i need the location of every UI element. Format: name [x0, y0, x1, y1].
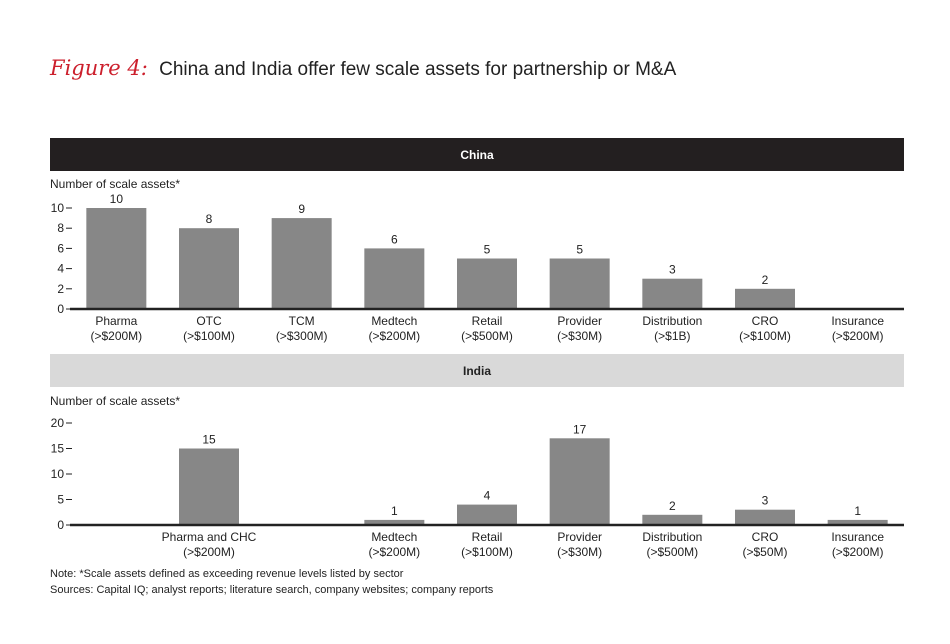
china-data-label-5: 5	[576, 243, 583, 257]
china-category-sublabel-1: (>$100M)	[183, 329, 235, 343]
china-bar-2	[271, 218, 332, 309]
china-bars	[86, 208, 795, 309]
china-bar-1	[179, 228, 239, 309]
china-panel: China Number of scale assets* 0 2 4 6 8 10 10…	[50, 138, 904, 343]
india-bar-1	[179, 448, 239, 525]
india-bars	[179, 438, 888, 525]
china-category-label-0: Pharma	[95, 314, 137, 328]
china-data-labels: 10 8 9 6 5 5 3 2	[110, 192, 769, 287]
footnote: Note: *Scale assets defined as exceeding…	[50, 568, 404, 580]
india-data-label-6: 2	[669, 499, 676, 513]
india-bar-5	[549, 438, 610, 525]
india-header-bar	[50, 354, 904, 387]
india-header-title: India	[463, 364, 491, 378]
china-category-label-3: Medtech	[371, 314, 417, 328]
india-bar-6	[642, 514, 703, 525]
china-category-label-5: Provider	[557, 314, 602, 328]
india-category-sublabel-7: (>$50M)	[742, 545, 787, 559]
india-panel: India Number of scale assets* 0 5 10 15 20 1…	[50, 354, 904, 559]
india-y-tick-4: 20	[51, 416, 65, 430]
china-data-label-2: 9	[298, 202, 305, 216]
india-bar-3	[364, 519, 425, 525]
china-y-tick-4: 8	[57, 221, 64, 235]
india-y-tick-0: 0	[57, 518, 64, 532]
china-category-sublabel-4: (>$500M)	[461, 329, 513, 343]
india-data-label-4: 4	[484, 489, 491, 503]
india-y-ticks: 0 5 10 15 20	[51, 416, 72, 532]
india-data-label-3: 1	[391, 504, 398, 518]
china-category-label-1: OTC	[196, 314, 222, 328]
india-category-sublabel-1: (>$200M)	[183, 545, 235, 559]
china-y-tick-2: 4	[57, 262, 64, 276]
china-category-sublabel-6: (>$1B)	[654, 329, 690, 343]
india-bar-7	[735, 509, 795, 525]
india-y-tick-1: 5	[57, 493, 64, 507]
india-category-label-6: Distribution	[642, 530, 702, 544]
china-y-tick-1: 2	[57, 282, 64, 296]
china-y-tick-5: 10	[51, 201, 65, 215]
china-category-sublabel-7: (>$100M)	[739, 329, 791, 343]
china-category-labels: Pharma(>$200M)OTC(>$100M)TCM(>$300M)Medt…	[90, 314, 884, 343]
china-category-label-6: Distribution	[642, 314, 702, 328]
india-data-label-5: 17	[573, 422, 587, 436]
china-data-label-4: 5	[484, 243, 491, 257]
india-category-sublabel-8: (>$200M)	[832, 545, 884, 559]
india-data-label-7: 3	[762, 494, 769, 508]
figure-label: Figure 4:	[50, 56, 148, 80]
china-y-tick-3: 6	[57, 241, 64, 255]
china-data-label-7: 2	[762, 273, 769, 287]
china-category-label-2: TCM	[289, 314, 315, 328]
china-category-sublabel-0: (>$200M)	[90, 329, 142, 343]
china-bar-6	[642, 278, 703, 309]
china-data-label-1: 8	[206, 212, 213, 226]
india-y-tick-2: 10	[51, 467, 65, 481]
india-category-sublabel-6: (>$500M)	[646, 545, 698, 559]
india-y-axis-label: Number of scale assets*	[50, 394, 180, 408]
sources-note: Sources: Capital IQ; analyst reports; li…	[50, 584, 494, 596]
india-category-label-1: Pharma and CHC	[162, 530, 257, 544]
india-category-sublabel-5: (>$30M)	[557, 545, 602, 559]
india-category-label-3: Medtech	[371, 530, 417, 544]
china-y-tick-0: 0	[57, 302, 64, 316]
india-category-sublabel-4: (>$100M)	[461, 545, 513, 559]
china-category-sublabel-8: (>$200M)	[832, 329, 884, 343]
china-category-sublabel-5: (>$30M)	[557, 329, 602, 343]
india-y-tick-3: 15	[51, 442, 65, 456]
china-bar-4	[457, 258, 517, 309]
figure-title: Figure 4: China and India offer few scal…	[50, 56, 676, 81]
china-y-axis-label: Number of scale assets*	[50, 177, 180, 191]
china-data-label-6: 3	[669, 263, 676, 277]
india-category-label-4: Retail	[472, 530, 503, 544]
india-bar-4	[457, 504, 517, 525]
india-data-labels: 15 1 4 17 2 3 1	[202, 422, 861, 518]
china-header-bar	[50, 138, 904, 171]
india-data-label-8: 1	[854, 504, 861, 518]
india-category-labels: Pharma and CHC(>$200M)Medtech(>$200M)Ret…	[162, 530, 885, 559]
china-data-label-0: 10	[110, 192, 124, 206]
china-category-label-4: Retail	[472, 314, 503, 328]
china-bar-5	[549, 258, 610, 309]
china-bar-7	[735, 288, 795, 309]
china-category-sublabel-3: (>$200M)	[368, 329, 420, 343]
india-category-label-8: Insurance	[831, 530, 884, 544]
india-category-label-7: CRO	[752, 530, 779, 544]
india-data-label-1: 15	[202, 433, 216, 447]
figure-title-text: China and India offer few scale assets f…	[159, 59, 677, 80]
china-category-sublabel-2: (>$300M)	[276, 329, 328, 343]
india-bar-8	[827, 519, 888, 525]
china-bar-3	[364, 248, 425, 309]
india-category-label-5: Provider	[557, 530, 602, 544]
china-y-ticks: 0 2 4 6 8 10	[51, 201, 72, 316]
china-header-title: China	[460, 148, 494, 162]
india-category-sublabel-3: (>$200M)	[368, 545, 420, 559]
china-category-label-8: Insurance	[831, 314, 884, 328]
china-bar-0	[86, 208, 147, 309]
china-category-label-7: CRO	[752, 314, 779, 328]
china-data-label-3: 6	[391, 232, 398, 246]
